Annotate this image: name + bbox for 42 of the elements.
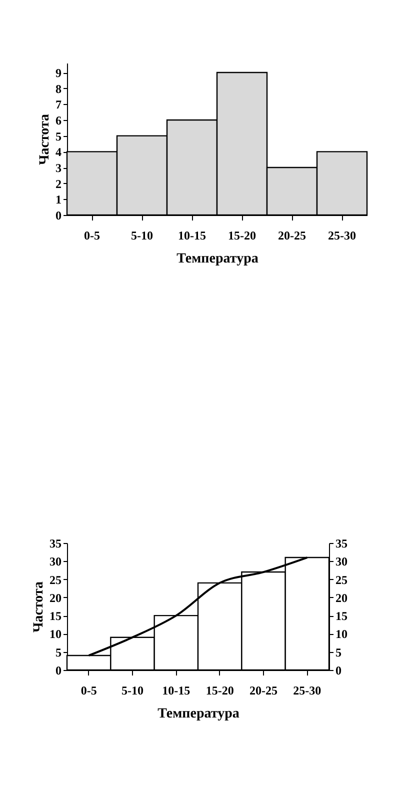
- x-axis-title: Температура: [158, 706, 240, 722]
- x-tick-label: 20-25: [250, 684, 278, 698]
- y-tick-label: 6: [56, 114, 62, 128]
- y-tick-label: 3: [56, 161, 62, 175]
- y-tick-label: 9: [56, 66, 62, 80]
- y-tick-label: 8: [56, 82, 62, 96]
- y-tick-label: 35: [50, 536, 62, 550]
- y-tick-label: 15: [50, 609, 62, 624]
- y-axis-title: Частота: [32, 581, 46, 633]
- y-tick-label: 4: [56, 145, 62, 160]
- x-axis-title: Температура: [176, 252, 258, 266]
- y-tick-label: 0: [56, 208, 62, 222]
- y-tick-label: 5: [56, 645, 62, 660]
- x-tick-label: 25-30: [328, 228, 356, 242]
- y-axis-title: Частота: [38, 114, 52, 166]
- x-tick-label: 15-20: [228, 228, 256, 242]
- y-tick-label: 7: [56, 98, 62, 112]
- y-tick-label: 0: [56, 664, 62, 678]
- y-tick-label: 5: [56, 129, 62, 144]
- y2-tick-label: 30: [336, 554, 348, 569]
- y2-tick-label: 5: [336, 645, 342, 660]
- y2-tick-label: 15: [336, 609, 348, 624]
- y2-tick-label: 20: [336, 590, 348, 605]
- y2-tick-label: 35: [336, 536, 348, 550]
- x-tick-label: 10-15: [178, 228, 206, 242]
- x-tick-label: 15-20: [206, 684, 234, 698]
- y-tick-label: 10: [50, 627, 62, 642]
- x-tick-label: 0-5: [84, 228, 100, 242]
- x-tick-label: 5-10: [122, 684, 144, 698]
- x-tick-label: 20-25: [278, 228, 306, 242]
- y-tick-label: 1: [56, 192, 62, 207]
- y2-tick-label: 0: [336, 664, 342, 678]
- x-tick-label: 10-15: [162, 684, 190, 698]
- y-tick-label: 2: [56, 176, 62, 191]
- x-tick-label: 5-10: [131, 228, 153, 242]
- y-tick-label: 25: [50, 572, 62, 587]
- y-tick-label: 30: [50, 554, 62, 569]
- y2-tick-label: 10: [336, 627, 348, 642]
- x-tick-label: 25-30: [293, 684, 322, 698]
- y2-tick-label: 25: [336, 572, 348, 587]
- x-tick-label: 0-5: [80, 684, 97, 698]
- y-tick-label: 20: [50, 590, 62, 605]
